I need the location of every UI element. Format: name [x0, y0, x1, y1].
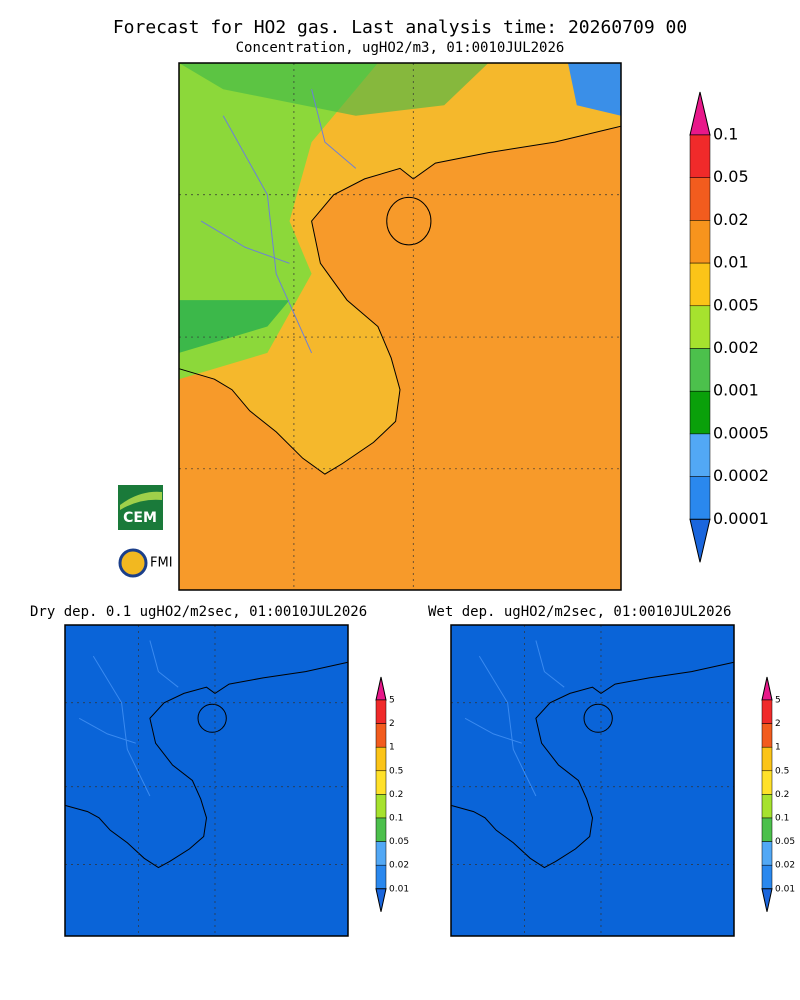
colorbar-label: 2: [389, 719, 395, 729]
colorbar-segment: [689, 220, 711, 264]
colorbar-segment: [375, 841, 387, 866]
colorbar-label: 0.05: [389, 837, 409, 847]
river: [92, 655, 151, 797]
colorbar-segment: [375, 746, 387, 772]
map: [64, 624, 349, 937]
land-green: [179, 300, 290, 353]
river: [222, 115, 313, 354]
colorbar-label: 0.0001: [713, 509, 769, 528]
colorbar-label: 0.0002: [713, 466, 769, 485]
colorbar-label: 0.0005: [713, 423, 769, 442]
colorbar-tip: [375, 676, 387, 701]
colorbar-label: 0.02: [389, 861, 409, 871]
sea: [451, 625, 734, 936]
river: [78, 717, 136, 744]
colorbar-tip: [761, 888, 773, 912]
colorbar-tip: [689, 91, 711, 136]
colorbar-segment: [375, 723, 387, 748]
colorbar-label: 0.05: [713, 167, 749, 186]
river: [478, 655, 537, 797]
colorbar-tip: [761, 676, 773, 701]
colorbar-segment: [689, 476, 711, 520]
map-frame: [450, 624, 735, 937]
panel-title: Dry dep. 0.1 ugHO2/m2sec, 01:0010JUL2026: [30, 604, 367, 620]
colorbar-segment: [689, 390, 711, 435]
colorbar-segment: [761, 770, 773, 795]
river: [311, 89, 357, 169]
colorbar-label: 0.01: [713, 253, 749, 272]
map: [450, 624, 735, 937]
map: [178, 62, 622, 591]
colorbar-label: 5: [775, 696, 781, 706]
colorbar-label: 0.05: [775, 837, 795, 847]
map-frame: [64, 624, 349, 937]
logo-text: CEM: [123, 510, 157, 526]
coastline: [450, 661, 735, 869]
colorbar-segment: [761, 794, 773, 819]
colorbar-label: 0.02: [775, 861, 795, 871]
colorbar-label: 0.002: [713, 338, 759, 357]
sea: [65, 625, 348, 936]
colorbar-segment: [689, 348, 711, 392]
colorbar-label: 0.5: [389, 766, 403, 776]
subtitle: Concentration, ugHO2/m3, 01:0010JUL2026: [236, 40, 565, 56]
coastal-band: [179, 63, 489, 116]
colorbar-segment: [375, 817, 387, 842]
colorbar-label: 0.2: [775, 790, 789, 800]
colorbar-segment: [689, 134, 711, 178]
colorbar-label: 0.5: [775, 766, 789, 776]
colorbar-label: 0.02: [713, 210, 749, 229]
colorbar-label: 2: [775, 719, 781, 729]
colorbar-segment: [375, 699, 387, 724]
coastline: [64, 661, 349, 869]
colorbar-label: 0.1: [389, 814, 403, 824]
colorbar-segment: [375, 864, 387, 890]
colorbar-segment: [375, 794, 387, 819]
colorbar-label: 0.01: [389, 884, 409, 894]
colorbar-segment: [689, 177, 711, 221]
island: [197, 703, 227, 733]
fmi-logo: FMI: [118, 548, 173, 578]
island: [583, 703, 613, 733]
colorbar-tip: [689, 518, 711, 563]
colorbar-segment: [375, 770, 387, 795]
colorbar-segment: [689, 305, 711, 349]
colorbar-label: 0.2: [389, 790, 403, 800]
logo-text: FMI: [150, 556, 173, 571]
river: [200, 220, 290, 264]
island: [386, 196, 432, 246]
river: [464, 717, 522, 744]
colorbar-segment: [761, 699, 773, 724]
title: Forecast for HO2 gas. Last analysis time…: [113, 17, 687, 38]
colorbar-label: 0.01: [775, 884, 795, 894]
cem-logo: CEM: [118, 485, 163, 530]
logo-swoosh: [120, 491, 162, 510]
river: [535, 640, 565, 688]
colorbar-segment: [761, 746, 773, 772]
colorbar-segment: [761, 864, 773, 890]
river: [149, 640, 179, 688]
colorbar-label: 0.001: [713, 381, 759, 400]
colorbar-label: 0.1: [775, 814, 789, 824]
colorbar-label: 1: [389, 743, 395, 753]
colorbar-segment: [761, 817, 773, 842]
map-frame: [178, 62, 622, 591]
panel-title: Wet dep. ugHO2/m2sec, 01:0010JUL2026: [428, 604, 731, 620]
colorbar-segment: [761, 723, 773, 748]
colorbar-tip: [375, 888, 387, 912]
colorbar-label: 0.1: [713, 125, 738, 144]
colorbar-label: 5: [389, 696, 395, 706]
colorbar-segment: [689, 433, 711, 477]
sea-blue: [568, 63, 621, 116]
colorbar-segment: [689, 262, 711, 307]
coastline: [178, 125, 622, 475]
colorbar-segment: [761, 841, 773, 866]
colorbar-label: 1: [775, 743, 781, 753]
colorbar-label: 0.005: [713, 295, 759, 314]
logo-circle: [118, 548, 148, 578]
